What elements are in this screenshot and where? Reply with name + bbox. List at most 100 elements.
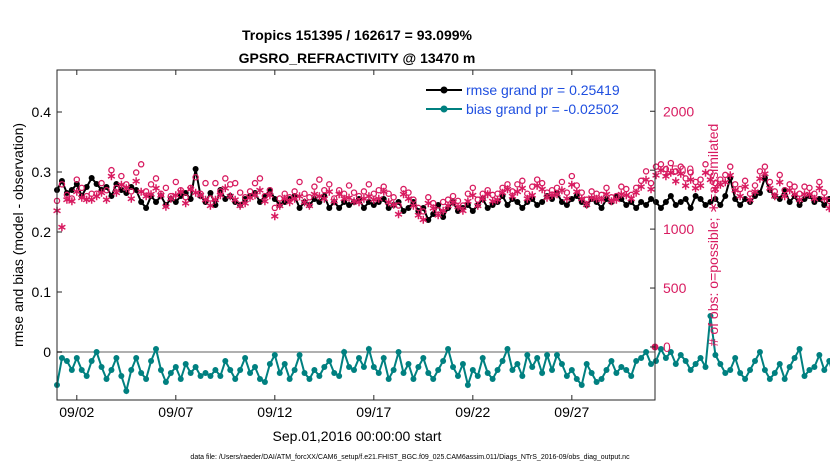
bias-point	[544, 352, 551, 358]
obs-possible-point	[613, 192, 620, 200]
bias-point	[232, 376, 239, 382]
bias-point	[222, 358, 229, 364]
bias-point	[702, 364, 709, 370]
rmse-point	[529, 196, 536, 202]
obs-assimilated-point: ∗	[502, 182, 512, 196]
obs-assimilated-point: ∗	[671, 174, 681, 188]
rmse-point	[445, 205, 452, 211]
obs-assimilated-point: ∗	[146, 187, 156, 201]
rmse-point	[489, 202, 496, 208]
bias-point	[558, 361, 565, 367]
rmse-point	[593, 199, 600, 205]
obs-possible-point	[736, 185, 744, 193]
bias-point	[123, 388, 130, 394]
obs-assimilated-point: ∗	[656, 163, 666, 177]
bias-point	[514, 361, 521, 367]
bias-point	[519, 373, 526, 379]
bias-point	[573, 376, 580, 382]
bias-point	[553, 352, 560, 358]
obs-possible-point	[781, 186, 788, 194]
bias-point	[667, 349, 674, 355]
bias-point	[301, 370, 308, 376]
obs-assimilated-point: ∗	[240, 196, 250, 210]
bias-point	[504, 346, 511, 352]
obs-assimilated-point: ∗	[696, 179, 706, 193]
rmse-point	[524, 199, 531, 205]
obs-assimilated-point: ∗	[676, 167, 686, 181]
obs-possible-point	[811, 190, 818, 197]
obs-possible-point	[702, 161, 709, 168]
obs-assimilated-point: ∗	[141, 189, 151, 203]
obs-possible-point	[415, 204, 422, 212]
obs-possible-point	[722, 171, 729, 179]
obs-assimilated-point: ∗	[626, 191, 636, 205]
x-tick-label: 09/07	[158, 404, 193, 420]
bias-point	[742, 376, 749, 382]
rmse-point	[93, 181, 100, 187]
obs-assimilated-point: ∗	[686, 173, 696, 187]
rmse-point	[623, 202, 630, 208]
obs-possible-point	[449, 192, 457, 200]
obs-possible-point	[212, 179, 219, 187]
bias-point	[167, 370, 174, 376]
obs-possible-point	[222, 175, 229, 182]
obs-assimilated-point: ∗	[245, 190, 255, 204]
obs-possible-point	[429, 199, 437, 207]
left-tick-label: 0.4	[32, 104, 52, 120]
bias-point	[58, 355, 65, 361]
obs-assimilated-point: ∗	[344, 190, 354, 204]
obs-possible-point	[231, 179, 239, 187]
obs-assimilated-point: ∗	[200, 193, 210, 207]
obs-assimilated-point: ∗	[770, 189, 780, 203]
rmse-point	[519, 205, 526, 211]
obs-possible-point	[509, 188, 516, 195]
rmse-point	[742, 196, 749, 202]
rmse-point	[732, 196, 739, 202]
obs-possible-point	[786, 181, 793, 188]
bias-point	[806, 367, 813, 373]
legend-rmse-label: rmse grand pr = 0.25419	[466, 82, 620, 98]
bias-point	[801, 373, 808, 379]
obs-assimilated-point: ∗	[62, 193, 72, 207]
obs-possible-point	[78, 184, 86, 192]
bias-point	[464, 382, 471, 388]
bias-point	[781, 376, 788, 382]
rmse-point	[633, 205, 640, 211]
obs-possible-point	[172, 178, 180, 186]
left-tick-label: 0.2	[32, 224, 52, 240]
obs-assimilated-point: ∗	[567, 177, 577, 191]
obs-assimilated-point: ∗	[443, 199, 453, 213]
obs-possible-point	[296, 178, 303, 186]
obs-assimilated-point: ∗	[493, 193, 503, 207]
obs-assimilated-point: ∗	[507, 189, 517, 203]
bias-point	[494, 367, 501, 373]
right-axis-label: # of obs: o=possible; ∗=assimilated	[705, 124, 721, 347]
rmse-point	[801, 196, 808, 202]
rmse-point	[177, 193, 184, 199]
obs-possible-point	[726, 163, 734, 170]
obs-possible-point	[558, 178, 566, 186]
obs-assimilated-point: ∗	[522, 191, 532, 205]
obs-assimilated-point: ∗	[824, 201, 830, 215]
obs-assimilated-point: ∗	[795, 193, 805, 207]
bias-point	[380, 355, 387, 361]
rmse-point	[549, 196, 556, 202]
obs-possible-point	[662, 165, 670, 173]
rmse-point	[365, 199, 372, 205]
bias-point	[93, 349, 100, 355]
rmse-point	[237, 202, 244, 208]
bias-point	[311, 367, 318, 373]
rmse-point	[573, 193, 580, 199]
obs-assimilated-point: ∗	[577, 191, 587, 205]
obs-assimilated-point: ∗	[552, 187, 562, 201]
obs-assimilated-point: ∗	[814, 181, 824, 195]
obs-assimilated-point: ∗	[156, 188, 166, 202]
obs-assimilated-point: ∗	[750, 184, 760, 198]
rmse-point	[247, 193, 254, 199]
rmse-point	[276, 202, 283, 208]
obs-assimilated-point: ∗	[210, 193, 220, 207]
rmse-point	[390, 202, 397, 208]
bias-point	[321, 364, 328, 370]
obs-possible-point	[533, 176, 541, 183]
bias-point	[336, 373, 343, 379]
